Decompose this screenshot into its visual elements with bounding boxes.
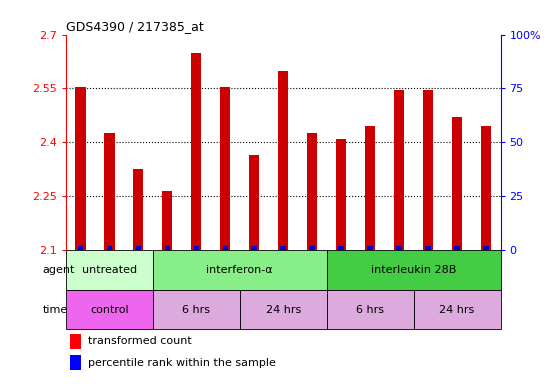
Bar xyxy=(452,117,462,250)
Bar xyxy=(394,90,404,250)
Text: interferon-α: interferon-α xyxy=(206,265,273,275)
Bar xyxy=(310,246,315,250)
Text: 24 hrs: 24 hrs xyxy=(439,305,475,314)
Text: agent: agent xyxy=(43,265,75,275)
Bar xyxy=(481,126,491,250)
Bar xyxy=(327,290,414,329)
Bar xyxy=(338,246,344,250)
Text: 24 hrs: 24 hrs xyxy=(266,305,301,314)
Bar xyxy=(133,169,144,250)
Bar xyxy=(249,155,260,250)
Bar xyxy=(336,139,346,250)
Bar xyxy=(162,191,173,250)
Text: 6 hrs: 6 hrs xyxy=(356,305,384,314)
Bar xyxy=(223,246,228,250)
Text: control: control xyxy=(90,305,129,314)
Bar xyxy=(75,87,86,250)
Bar xyxy=(425,246,431,250)
Bar xyxy=(483,246,489,250)
Text: interleukin 28B: interleukin 28B xyxy=(371,265,456,275)
Text: time: time xyxy=(43,305,68,314)
Text: GDS4390 / 217385_at: GDS4390 / 217385_at xyxy=(66,20,204,33)
Bar xyxy=(454,246,460,250)
Bar xyxy=(240,290,327,329)
Bar xyxy=(365,126,375,250)
Bar xyxy=(367,246,373,250)
Bar xyxy=(191,53,201,250)
Bar xyxy=(153,250,327,290)
Bar xyxy=(66,290,153,329)
Bar xyxy=(153,290,240,329)
Bar xyxy=(414,290,501,329)
Text: untreated: untreated xyxy=(82,265,137,275)
Text: 6 hrs: 6 hrs xyxy=(183,305,210,314)
Bar xyxy=(194,246,199,250)
Bar xyxy=(397,246,402,250)
Bar xyxy=(307,133,317,250)
Bar xyxy=(70,355,81,370)
Text: percentile rank within the sample: percentile rank within the sample xyxy=(88,358,276,368)
Bar xyxy=(104,133,114,250)
Bar xyxy=(220,87,230,250)
Bar xyxy=(78,246,83,250)
Bar xyxy=(107,246,112,250)
Bar xyxy=(278,71,288,250)
Bar xyxy=(164,246,170,250)
Bar xyxy=(136,246,141,250)
Bar xyxy=(66,250,153,290)
Text: transformed count: transformed count xyxy=(88,336,191,346)
Bar xyxy=(251,246,257,250)
Bar xyxy=(70,334,81,349)
Bar xyxy=(280,246,286,250)
Bar xyxy=(327,250,500,290)
Bar xyxy=(423,90,433,250)
